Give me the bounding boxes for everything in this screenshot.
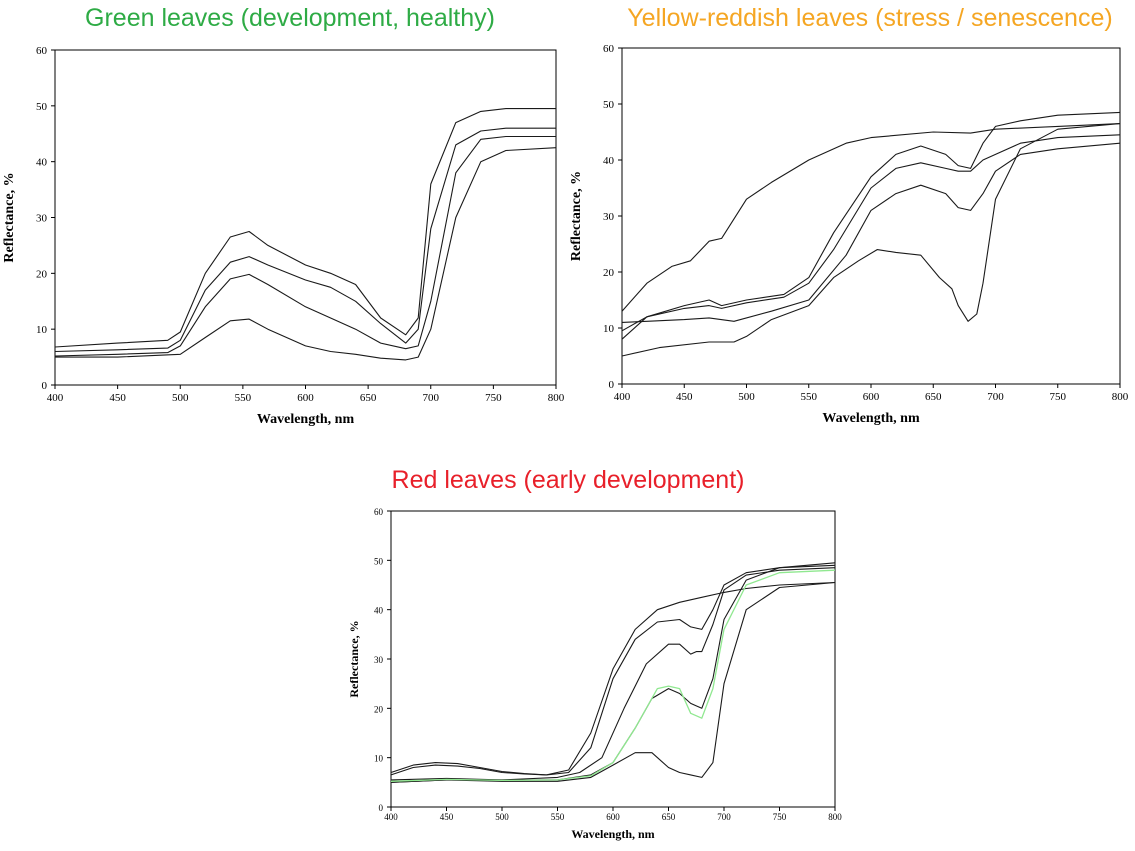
chart-1: 400 450 500 550 600 650 700 750 800 0 10 20 30 40 50 60… — [569, 43, 1129, 426]
series-line-5 — [390, 569, 836, 782]
x-tick-label: 550 — [551, 812, 565, 822]
y-tick-label: 20 — [36, 268, 48, 280]
y-tick-label: 50 — [36, 101, 48, 113]
x-tick-label: 800 — [1112, 391, 1129, 403]
y-tick-label: 50 — [374, 556, 384, 566]
x-tick-label: 600 — [606, 812, 620, 822]
x-tick-label: 600 — [863, 391, 880, 403]
series-line-1 — [621, 111, 1121, 340]
series-line-0 — [54, 108, 556, 348]
x-tick-label: 750 — [485, 392, 502, 404]
x-tick-label: 450 — [676, 391, 693, 403]
x-tick-label: 550 — [235, 392, 252, 404]
y-tick-label: 40 — [36, 157, 48, 169]
x-tick-label: 750 — [1050, 391, 1067, 403]
chart-title-green: Green leaves (development, healthy) — [85, 4, 495, 32]
series-line-1 — [390, 562, 836, 776]
x-tick-label: 500 — [495, 812, 509, 822]
x-tick-label: 800 — [828, 812, 842, 822]
x-tick-label: 650 — [360, 392, 377, 404]
series-line-2 — [621, 134, 1121, 332]
y-tick-label: 0 — [609, 379, 615, 391]
x-tick-label: 550 — [801, 391, 818, 403]
series-line-0 — [390, 581, 836, 776]
x-axis-label: Wavelength, nm — [257, 412, 355, 427]
x-tick-label: 650 — [662, 812, 676, 822]
y-tick-label: 60 — [603, 43, 615, 55]
chart-2: 400 450 500 550 600 650 700 750 800 0 10 20 30 40 50 60… — [347, 507, 842, 841]
x-tick-label: 400 — [47, 392, 64, 404]
chart-title-yellow: Yellow-reddish leaves (stress / senescen… — [627, 4, 1113, 32]
series-line-3 — [55, 147, 557, 361]
x-tick-label: 400 — [614, 391, 631, 403]
series-line-0 — [621, 123, 1121, 312]
chart-title-red: Red leaves (early development) — [391, 466, 745, 494]
x-tick-label: 700 — [987, 391, 1004, 403]
plot-frame — [54, 49, 557, 386]
x-tick-label: 400 — [384, 812, 398, 822]
x-axis-label: Wavelength, nm — [571, 827, 654, 841]
y-tick-label: 40 — [374, 606, 384, 616]
series-line-3 — [621, 142, 1121, 323]
series-line-2 — [54, 135, 556, 357]
x-tick-label: 650 — [925, 391, 942, 403]
x-tick-label: 700 — [423, 392, 440, 404]
y-tick-label: 20 — [374, 704, 384, 714]
plot-frame — [621, 47, 1121, 385]
y-tick-label: 30 — [603, 211, 615, 223]
chart-0: 400 450 500 550 600 650 700 750 800 0 10 20 30 40 50 60… — [2, 45, 565, 427]
x-tick-label: 450 — [440, 812, 454, 822]
series-line-4 — [621, 123, 1121, 357]
x-axis-label: Wavelength, nm — [822, 411, 920, 426]
series-line-1 — [54, 127, 556, 353]
x-tick-label: 500 — [738, 391, 755, 403]
y-tick-label: 10 — [374, 754, 384, 764]
x-tick-label: 600 — [297, 392, 314, 404]
series-line-2 — [390, 567, 836, 781]
y-tick-label: 40 — [603, 155, 615, 167]
y-tick-label: 0 — [379, 803, 384, 813]
y-tick-label: 20 — [603, 267, 615, 279]
y-tick-label: 60 — [36, 45, 48, 57]
series-line-3 — [390, 564, 836, 783]
x-tick-label: 800 — [548, 392, 565, 404]
x-tick-label: 700 — [717, 812, 731, 822]
y-axis-label: Reflectance, % — [347, 620, 361, 697]
y-tick-label: 50 — [603, 99, 615, 111]
x-tick-label: 500 — [172, 392, 189, 404]
y-tick-label: 10 — [36, 324, 48, 336]
x-tick-label: 750 — [773, 812, 787, 822]
y-tick-label: 30 — [36, 213, 48, 225]
y-axis-label: Reflectance, % — [569, 171, 584, 261]
y-tick-label: 60 — [374, 507, 384, 517]
y-tick-label: 0 — [42, 380, 48, 392]
x-tick-label: 450 — [109, 392, 126, 404]
y-tick-label: 10 — [603, 323, 615, 335]
y-axis-label: Reflectance, % — [2, 172, 17, 262]
y-tick-label: 30 — [374, 655, 384, 665]
series-line-4 — [390, 581, 836, 783]
